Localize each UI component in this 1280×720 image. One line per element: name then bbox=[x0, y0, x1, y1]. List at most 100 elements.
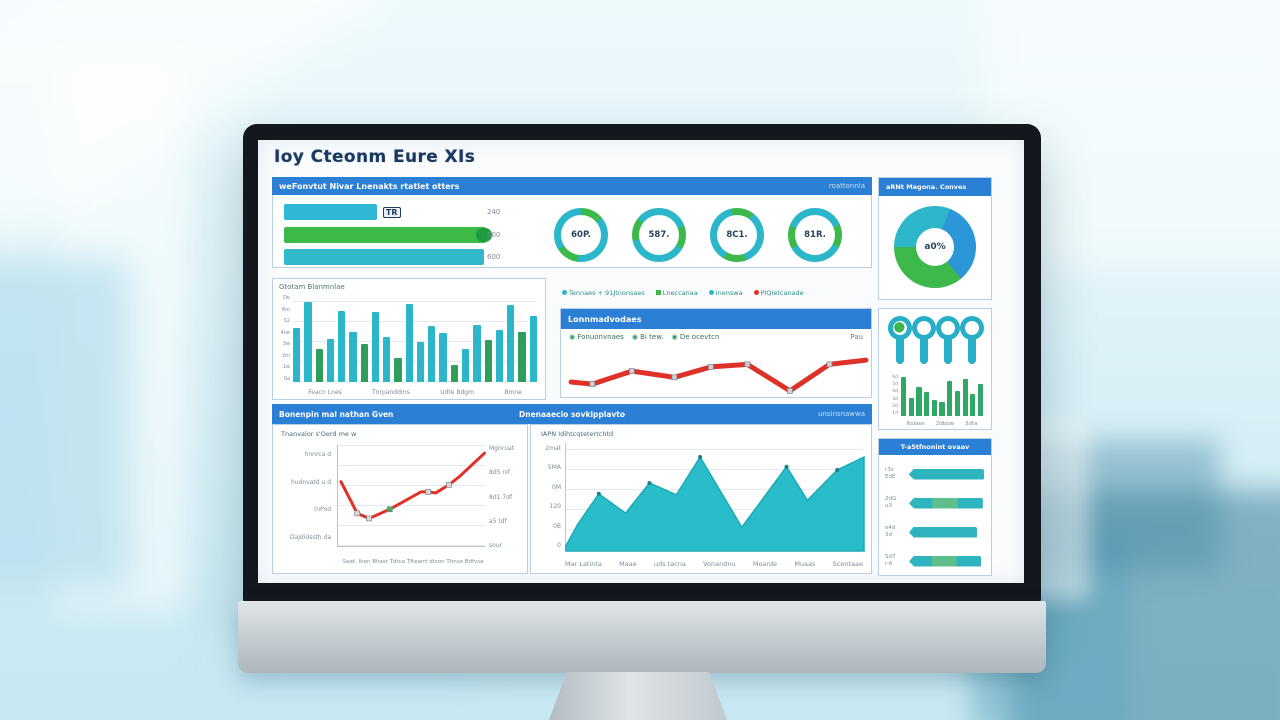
ranking-bar bbox=[909, 555, 982, 567]
donut-summary-panel: aRNt Magona. Conves a0% bbox=[878, 177, 992, 300]
bar bbox=[962, 379, 968, 416]
trend-header: Lonnmadvodaes bbox=[561, 309, 871, 329]
bar bbox=[970, 393, 976, 416]
legend-label: Tennaes + 91Jtnonsaes bbox=[569, 289, 645, 297]
axis-label: Vonandnu bbox=[703, 560, 736, 568]
axis-label: 8d5 nif bbox=[489, 469, 510, 477]
big-donut-chart: a0% bbox=[894, 206, 976, 288]
axis-label: 3w bbox=[282, 341, 290, 348]
trend-legend-item: ◉ Bi tew. bbox=[632, 333, 664, 341]
trend-legend-label: Bi tew. bbox=[640, 333, 664, 341]
lollipop-icon bbox=[888, 316, 912, 364]
ranking-bar bbox=[908, 468, 984, 480]
axis-label: Mar Latinta bbox=[565, 560, 602, 568]
top-section-link[interactable]: roattonnia bbox=[828, 182, 865, 190]
legend-item: Tennaes + 91Jtnonsaes bbox=[562, 289, 645, 297]
axis-label: 0 bbox=[557, 541, 561, 549]
ranking-row-label: r3s EdE bbox=[885, 467, 905, 482]
mini-bar-chart bbox=[901, 375, 984, 416]
progress-bar-fill bbox=[284, 204, 377, 220]
ranking-row-label: 2dG u3 bbox=[885, 496, 905, 511]
bar bbox=[326, 338, 335, 382]
legend-ring-icon: ◉ bbox=[671, 333, 678, 341]
progress-value: 500 bbox=[487, 231, 501, 239]
kpi-donut-chart: 587. bbox=[632, 208, 686, 262]
trend-title: Lonnmadvodaes bbox=[568, 314, 642, 324]
axis-label: Mgnruat bbox=[489, 445, 515, 452]
legend-ring-icon: ◉ bbox=[569, 333, 576, 341]
trend-right-label: Pau bbox=[850, 333, 863, 341]
axis-label: Tnrpanddms bbox=[372, 389, 410, 396]
ranking-label-line: 2dG bbox=[885, 495, 897, 502]
metric-y-left: hnnrca d hudnvatd u d (nPod DaJdidssth da bbox=[279, 451, 331, 541]
metric-x-caption: Saat. Ihen Bhasr Tdtca Tftearrt dtson Th… bbox=[342, 559, 484, 565]
ranking-label-line: r3s bbox=[885, 466, 894, 473]
mini-bar-y-axis: 6d 5d 4d 3d 2d 1d bbox=[884, 375, 898, 416]
legend-item: Lneccanaa bbox=[655, 289, 698, 297]
bar-chart-title: Gtotam Blanmnlae bbox=[279, 283, 345, 291]
trend-panel: Lonnmadvodaes ◉ Fonuonvnaes ◉ Bi tew. ◉ De… bbox=[560, 308, 872, 398]
ranking-label-line: 3d bbox=[885, 532, 892, 538]
bar bbox=[908, 397, 914, 416]
ranking-row: r3s EdE bbox=[885, 461, 984, 487]
bar bbox=[293, 328, 301, 382]
ranking-bar bbox=[909, 526, 978, 538]
office-window-panel bbox=[55, 50, 185, 610]
bar bbox=[484, 340, 492, 382]
mini-bar-x-axis: Itolaes 2dbow 3dta bbox=[901, 421, 983, 427]
monitor-chin bbox=[238, 601, 1046, 673]
progress-row: TR bbox=[284, 204, 401, 220]
dashboard-screen: Ioy Cteonm Eure XIs weFonvtut Nivar Lnen… bbox=[258, 140, 1024, 583]
axis-label: Scentaae bbox=[832, 560, 863, 568]
bottom-center-title: Dnenaaecio sovkipplavto bbox=[518, 409, 626, 419]
kpi-donut-chart: 81R. bbox=[788, 208, 842, 262]
area-chart-panel: IAPN Idihtcqtetertchtd 2mat 5MA 0M 120 0B 0 M… bbox=[530, 424, 872, 574]
bar bbox=[473, 324, 481, 382]
axis-label: 120 bbox=[549, 503, 561, 511]
progress-row bbox=[284, 227, 492, 243]
bar bbox=[529, 315, 537, 382]
top-section-header: weFonvtut Nivar Lnenakts rtatlet otters … bbox=[272, 177, 872, 195]
axis-label: Itolaes bbox=[906, 421, 925, 427]
bar bbox=[977, 384, 984, 416]
kpi-donut-chart: 8C1. bbox=[710, 208, 764, 262]
bar bbox=[349, 331, 357, 382]
legend-item: PIQietcanade bbox=[753, 289, 804, 297]
legend-item: Inenswa bbox=[708, 289, 743, 297]
ranking-label-line: r-6 bbox=[885, 561, 893, 567]
axis-label: Maae bbox=[619, 560, 637, 568]
trend-legend-item: ◉ De ocevtcn bbox=[672, 333, 720, 341]
trend-legend-item: ◉ Fonuonvnaes bbox=[569, 333, 624, 341]
axis-label: uds tacna bbox=[653, 560, 686, 568]
bar-chart-panel: Gtotam Blanmnlae Do 6m S2 4ne 3w 2m 1w 0a Feacn… bbox=[272, 278, 546, 400]
bar bbox=[439, 333, 447, 382]
area-chart-title: IAPN Idihtcqtetertchtd bbox=[541, 430, 614, 438]
axis-label: sour bbox=[489, 542, 503, 549]
axis-label: DaJdidssth da bbox=[289, 533, 331, 541]
bar bbox=[450, 364, 458, 382]
bar bbox=[901, 377, 907, 416]
axis-label: 3d bbox=[892, 396, 898, 402]
axis-label: 5d bbox=[892, 382, 898, 388]
bar bbox=[507, 305, 515, 382]
progress-badge: TR bbox=[382, 206, 401, 218]
axis-label: 8d1 7df bbox=[489, 493, 513, 501]
lollipop-icon bbox=[936, 316, 960, 364]
legend-label: Inenswa bbox=[715, 289, 743, 297]
axis-label: 2m bbox=[281, 352, 290, 359]
metric-line-chart bbox=[339, 451, 487, 522]
bottom-section-link[interactable]: unsinsnawwa bbox=[817, 410, 865, 418]
legend-label: PIQietcanade bbox=[760, 289, 804, 297]
ranking-row: Sd7 r-6 bbox=[885, 548, 984, 574]
ranking-panel: T-a5tfnonint ovaav r3s EdE 2dG u3 e4d 3d Sd7 r-… bbox=[878, 438, 992, 576]
ranking-row: e4d 3d bbox=[885, 519, 984, 545]
bar bbox=[304, 301, 312, 382]
ranking-label-line: EdE bbox=[885, 474, 896, 480]
bar bbox=[495, 329, 504, 382]
axis-label: 6m bbox=[281, 306, 290, 313]
kpi-donut-chart: 60P. bbox=[554, 208, 608, 262]
trend-legend-label: De ocevtcn bbox=[679, 333, 720, 341]
legend-row: Tennaes + 91Jtnonsaes Lneccanaa Inenswa PIQ… bbox=[562, 287, 872, 299]
axis-label: 1d bbox=[892, 410, 898, 416]
area-y-axis: 2mat 5MA 0M 120 0B 0 bbox=[539, 445, 561, 549]
